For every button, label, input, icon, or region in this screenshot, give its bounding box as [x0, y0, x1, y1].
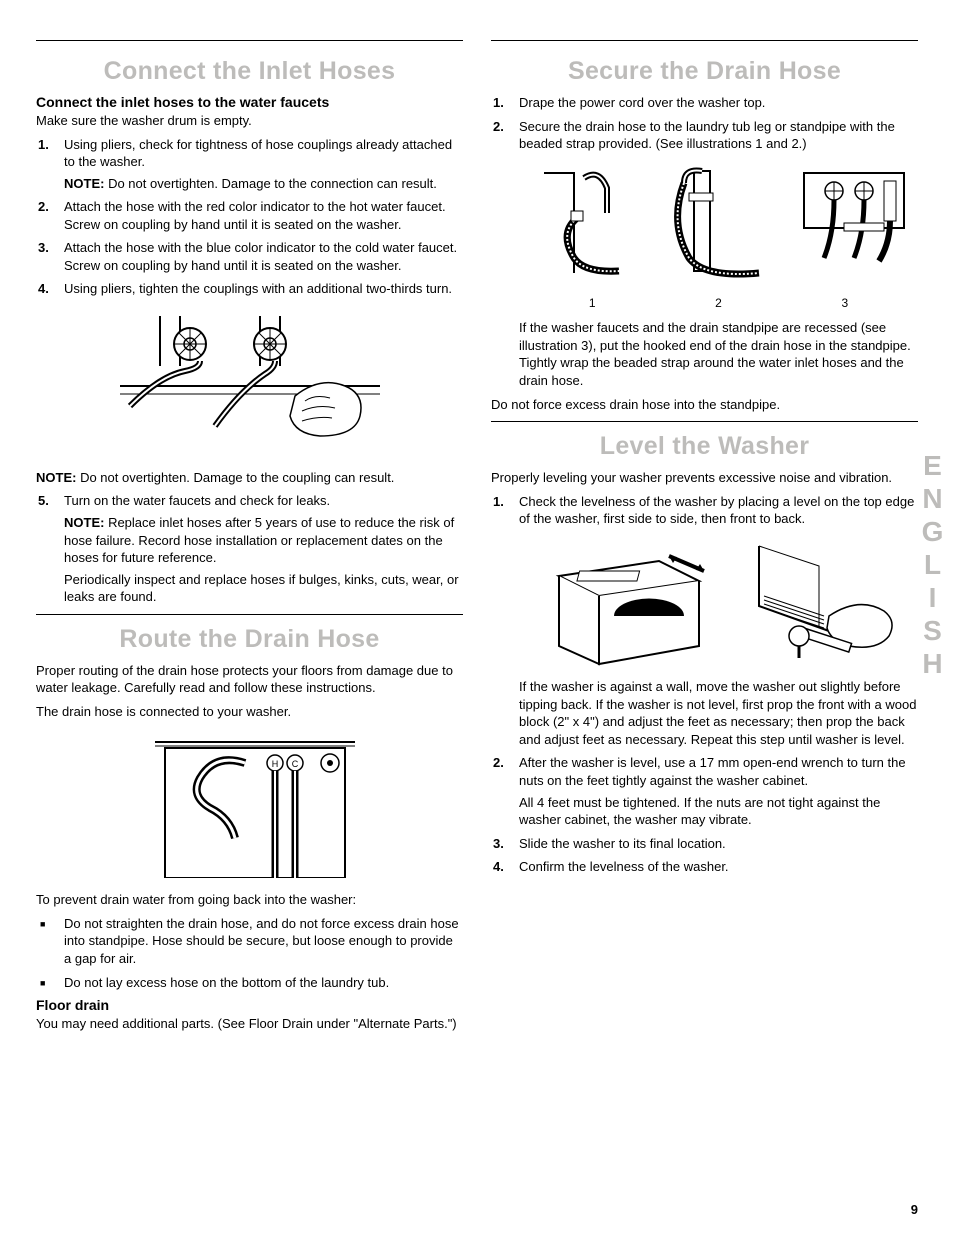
- figure-secure-drain-3up: 1 2 3: [519, 163, 918, 312]
- left-column: Connect the Inlet Hoses Connect the inle…: [36, 40, 463, 1039]
- language-sidebar-label: ENGLISH: [916, 450, 948, 681]
- subhead-connect: Connect the inlet hoses to the water fau…: [36, 94, 463, 110]
- fig-label-1: 1: [589, 295, 596, 311]
- secure-illustrations: [529, 163, 909, 293]
- level-illustrations: [539, 536, 899, 666]
- inlet-hose-illustration: [120, 306, 380, 456]
- step-text: After the washer is level, use a 17 mm o…: [519, 755, 906, 788]
- level-step-4: Confirm the levelness of the washer.: [491, 858, 918, 876]
- step-text: Using pliers, tighten the couplings with…: [64, 281, 452, 296]
- floor-drain-head: Floor drain: [36, 997, 463, 1013]
- figure-drain-hose-back: H C: [36, 728, 463, 883]
- note-body: Do not overtighten. Damage to the connec…: [108, 176, 437, 191]
- inlet-step-3: Attach the hose with the blue color indi…: [36, 239, 463, 274]
- inlet-step-5: Turn on the water faucets and check for …: [36, 492, 463, 605]
- secure-steps: Drape the power cord over the washer top…: [491, 94, 918, 390]
- level-after-fig: If the washer is against a wall, move th…: [519, 678, 918, 748]
- inlet-step-1: Using pliers, check for tightness of hos…: [36, 136, 463, 193]
- svg-text:H: H: [271, 759, 278, 769]
- step-text: Using pliers, check for tightness of hos…: [64, 137, 452, 170]
- page-number: 9: [911, 1202, 918, 1217]
- inlet-steps-1-4: Using pliers, check for tightness of hos…: [36, 136, 463, 298]
- drain-hose-illustration: H C: [135, 728, 365, 878]
- bullet-1: Do not straighten the drain hose, and do…: [36, 915, 463, 968]
- heading-level-washer: Level the Washer: [491, 432, 918, 461]
- secure-step-1: Drape the power cord over the washer top…: [491, 94, 918, 112]
- page: Connect the Inlet Hoses Connect the inle…: [0, 0, 954, 1239]
- level-intro: Properly leveling your washer prevents e…: [491, 469, 918, 487]
- intro-drum-empty: Make sure the washer drum is empty.: [36, 112, 463, 130]
- route-p1: Proper routing of the drain hose protect…: [36, 662, 463, 697]
- step-note: NOTE: Do not overtighten. Damage to the …: [64, 175, 463, 193]
- step-5: Turn on the water faucets and check for …: [36, 492, 463, 605]
- step5-note1: NOTE: Replace inlet hoses after 5 years …: [64, 514, 463, 567]
- two-column-layout: Connect the Inlet Hoses Connect the inle…: [36, 40, 918, 1039]
- right-column: Secure the Drain Hose Drape the power co…: [491, 40, 918, 1039]
- heading-connect-inlet: Connect the Inlet Hoses: [36, 57, 463, 86]
- fig-label-2: 2: [715, 295, 722, 311]
- figure-inlet-hose-tighten: [36, 306, 463, 461]
- level-step-3: Slide the washer to its final location.: [491, 835, 918, 853]
- level-steps: Check the levelness of the washer by pla…: [491, 493, 918, 876]
- inlet-step-4: Using pliers, tighten the couplings with…: [36, 280, 463, 298]
- secure-after-fig: If the washer faucets and the drain stan…: [519, 319, 918, 389]
- secure-tail: Do not force excess drain hose into the …: [491, 396, 918, 414]
- step-text: Check the levelness of the washer by pla…: [519, 494, 914, 527]
- bullet-2: Do not lay excess hose on the bottom of …: [36, 974, 463, 992]
- inlet-step-2: Attach the hose with the red color indic…: [36, 198, 463, 233]
- step5-note2: Periodically inspect and replace hoses i…: [64, 571, 463, 606]
- level-step-2: After the washer is level, use a 17 mm o…: [491, 754, 918, 828]
- svg-text:C: C: [291, 759, 298, 769]
- step-text: Attach the hose with the blue color indi…: [64, 240, 457, 273]
- floor-drain-body: You may need additional parts. (See Floo…: [36, 1015, 463, 1033]
- step-text: Turn on the water faucets and check for …: [64, 493, 330, 508]
- secure-step-2: Secure the drain hose to the laundry tub…: [491, 118, 918, 390]
- prevent-intro: To prevent drain water from going back i…: [36, 891, 463, 909]
- step-text: Secure the drain hose to the laundry tub…: [519, 119, 895, 152]
- post-figure-note: NOTE: Do not overtighten. Damage to the …: [36, 469, 463, 487]
- step-text: Attach the hose with the red color indic…: [64, 199, 446, 232]
- figure-level-washer: [519, 536, 918, 671]
- prevent-bullets: Do not straighten the drain hose, and do…: [36, 915, 463, 991]
- step-extra: All 4 feet must be tightened. If the nut…: [519, 794, 918, 829]
- figure-labels: 1 2 3: [519, 295, 918, 311]
- heading-secure-drain: Secure the Drain Hose: [491, 57, 918, 86]
- heading-route-drain: Route the Drain Hose: [36, 625, 463, 654]
- level-step-1: Check the levelness of the washer by pla…: [491, 493, 918, 749]
- divider: [36, 614, 463, 615]
- divider-2: [491, 421, 918, 422]
- fig-label-3: 3: [841, 295, 848, 311]
- route-p2: The drain hose is connected to your wash…: [36, 703, 463, 721]
